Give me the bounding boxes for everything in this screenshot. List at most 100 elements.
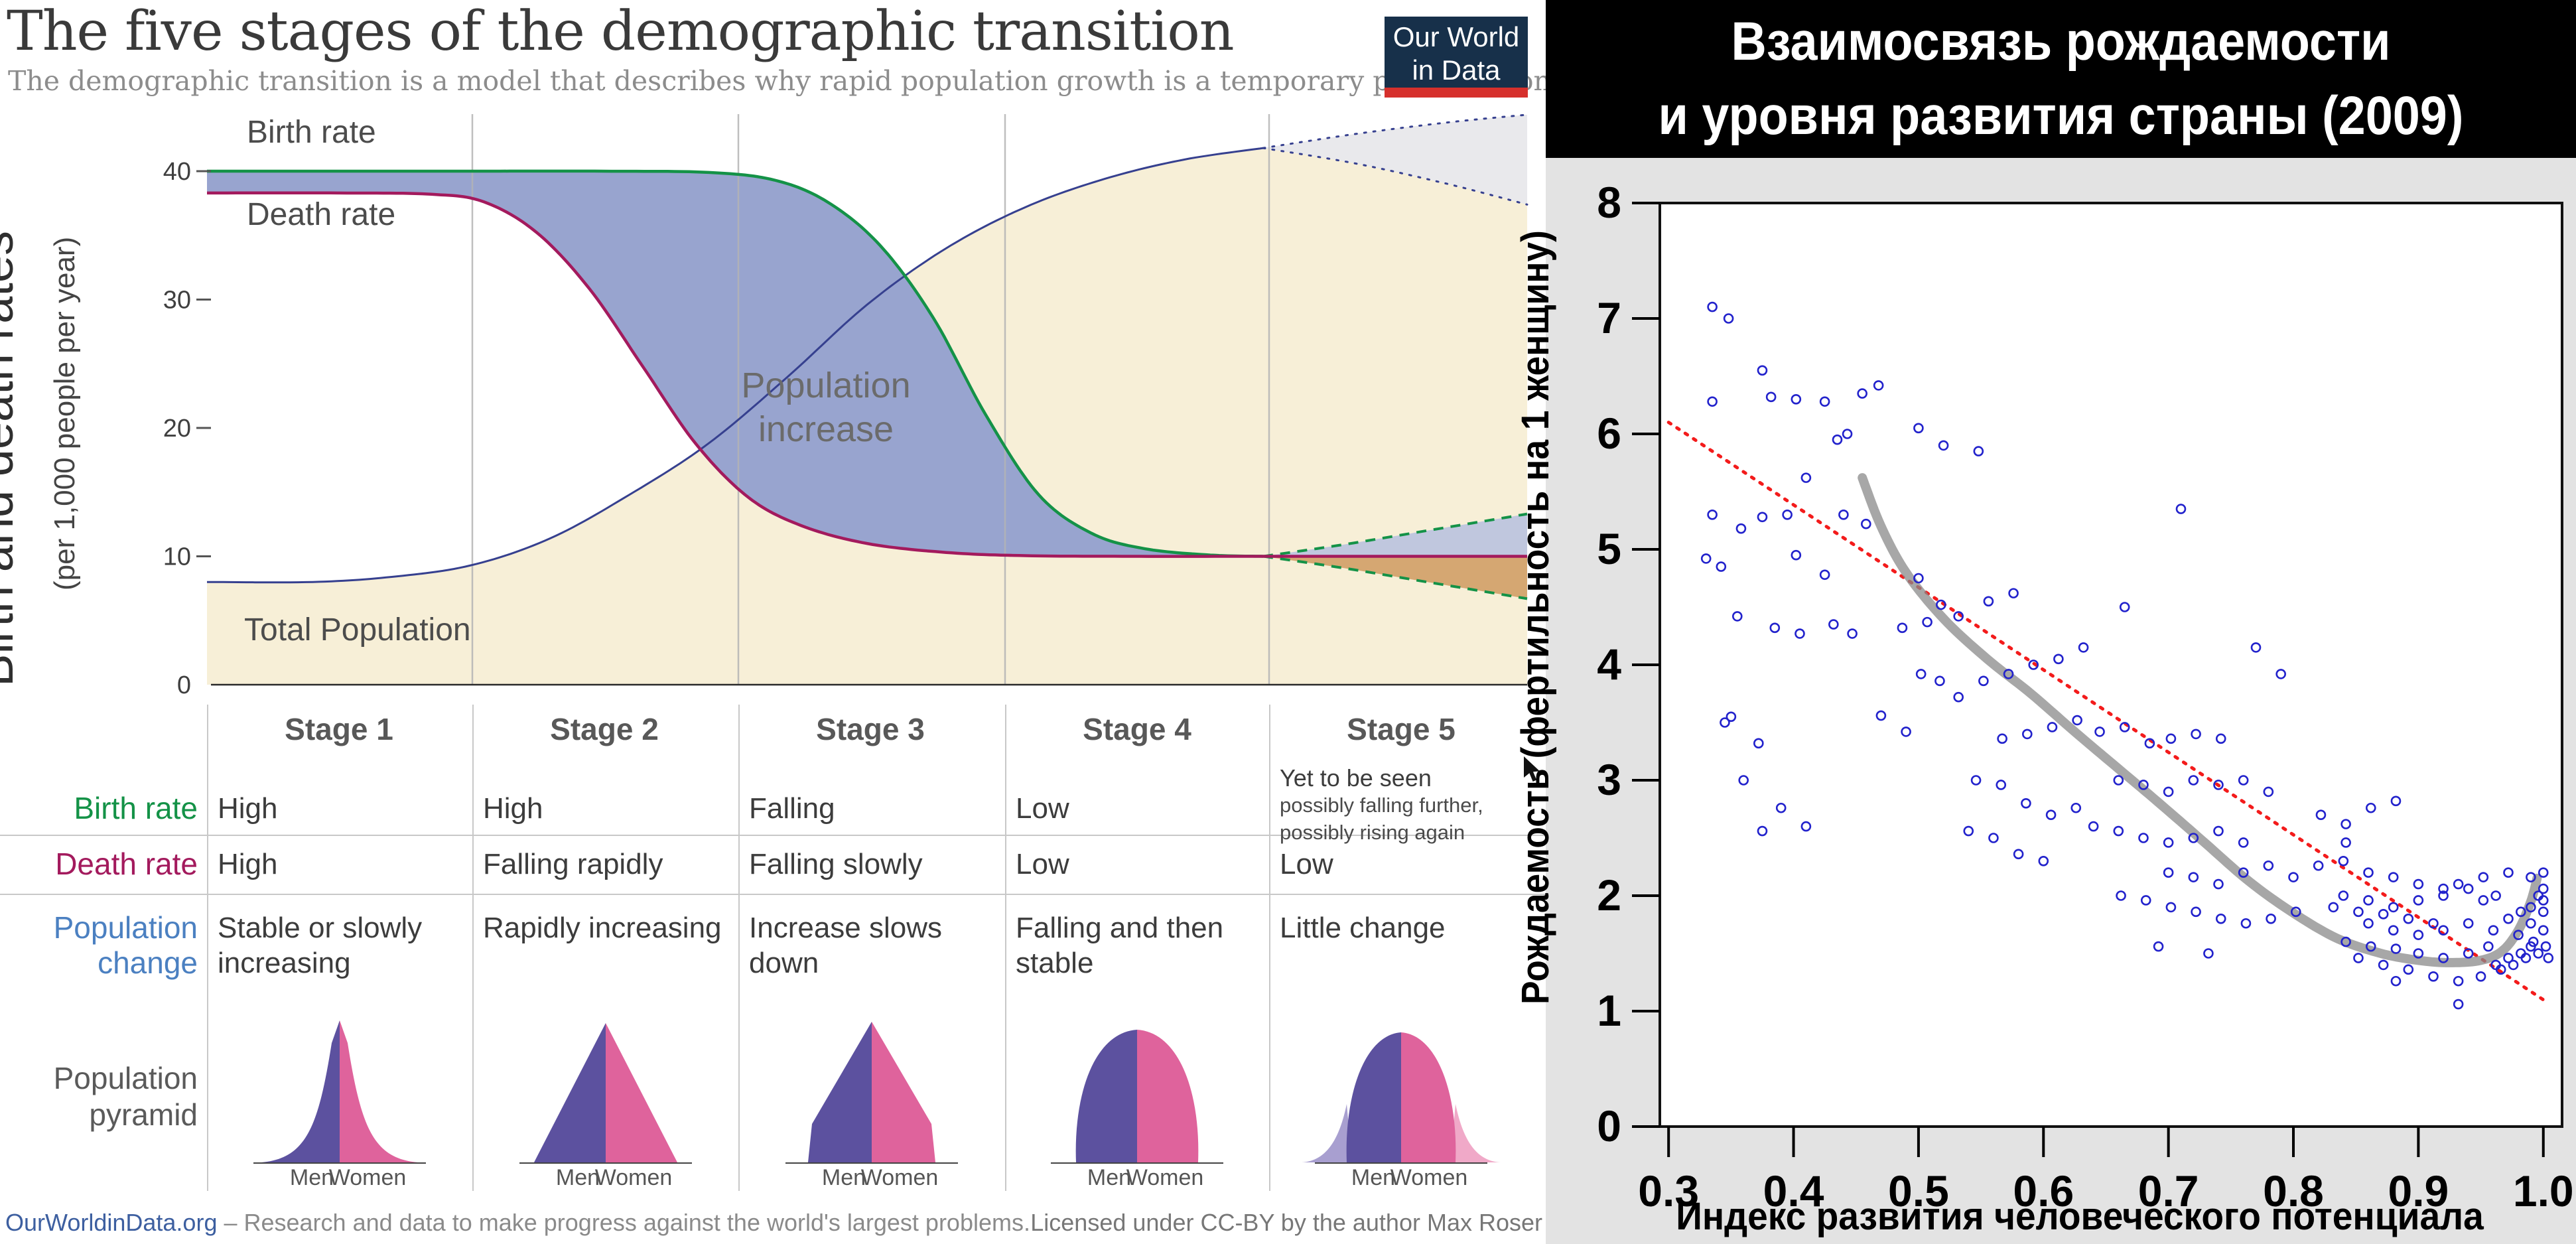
data-point	[2378, 909, 2389, 920]
data-point	[2508, 959, 2519, 971]
right-x-tick-label-0.5: 0.5	[1888, 1166, 1949, 1215]
women-label: Women	[861, 1165, 939, 1189]
data-point	[2165, 733, 2177, 744]
data-point	[2008, 588, 2019, 598]
data-point	[2144, 738, 2155, 749]
data-point	[2340, 837, 2351, 848]
data-point	[2438, 883, 2449, 894]
right-y-tick-label-3: 3	[1597, 755, 1621, 804]
data-point	[1915, 669, 1927, 679]
women-label: Women	[1126, 1165, 1204, 1189]
data-point	[2453, 975, 2464, 987]
data-point	[2119, 722, 2130, 732]
data-point	[1738, 775, 1749, 786]
smooth-trend-curve	[1858, 473, 2542, 967]
data-point	[1936, 599, 1946, 610]
pyramid-women-half	[605, 1023, 677, 1162]
data-point	[1765, 391, 1777, 403]
column-separator-1	[472, 705, 474, 1191]
data-point	[2047, 722, 2058, 732]
right-chart-title-band	[1546, 0, 2576, 158]
cell-death-rate-stage-2: Falling rapidly	[483, 848, 663, 880]
right-x-axis-title: Индекс развития человеческого потенциала	[1676, 1195, 2484, 1238]
right-y-tick-label-8: 8	[1597, 178, 1621, 227]
cell-population-change-stage-3: Increase slows down	[749, 912, 943, 979]
cell-death-rate-stage-1: High	[218, 848, 278, 880]
data-point	[2028, 659, 2039, 670]
data-point	[2438, 925, 2449, 935]
data-point	[2388, 872, 2399, 882]
column-separator-2	[738, 705, 740, 1191]
data-point	[2263, 786, 2274, 797]
data-point	[2078, 642, 2089, 653]
data-point	[1819, 396, 1830, 407]
data-point	[1707, 509, 1718, 520]
owid-logo: Our World in Data	[1385, 17, 1528, 98]
data-point	[2390, 943, 2402, 954]
pyramid-men-half	[1346, 1032, 1401, 1162]
women-label: Women	[329, 1165, 407, 1189]
data-point	[1988, 833, 1999, 843]
stage-header-3: Stage 3	[816, 712, 925, 746]
y-tick-label-10: 10	[163, 543, 191, 571]
data-point	[2363, 895, 2374, 906]
data-point	[2140, 895, 2151, 906]
data-point	[2520, 953, 2532, 963]
data-point	[2275, 669, 2286, 679]
right-y-tick-label-2: 2	[1597, 870, 1621, 920]
data-point	[1800, 472, 1812, 483]
right-x-tick-label-0.4: 0.4	[1763, 1166, 1824, 1215]
data-point	[1707, 396, 1718, 407]
stage-header-4: Stage 4	[1083, 712, 1191, 746]
pyramid-women-half	[872, 1022, 935, 1162]
cell-death-rate-stage-5: Low	[1280, 848, 1333, 880]
cell-death-rate-stage-4: Low	[1016, 848, 1069, 880]
cell-population-change-stage-4: Falling and then stable	[1016, 912, 1224, 979]
data-point	[2453, 999, 2464, 1010]
data-point	[2175, 504, 2187, 514]
right-y-tick-label-7: 7	[1597, 293, 1621, 342]
data-point	[1983, 596, 1994, 607]
owid-link[interactable]: OurWorldinData.org	[5, 1209, 218, 1236]
data-point	[2315, 809, 2327, 820]
data-point	[2213, 878, 2224, 890]
women-label: Women	[1390, 1165, 1467, 1189]
data-point	[2288, 872, 2299, 882]
data-point	[2340, 819, 2351, 829]
data-point	[2538, 883, 2549, 894]
cell-birth-rate-stage-2: High	[483, 792, 543, 825]
data-point	[2163, 786, 2174, 797]
data-point	[1716, 561, 1727, 572]
data-point	[2088, 821, 2099, 832]
cell-population-change-stage-5: Little change	[1280, 912, 1446, 944]
birth-rate-dashed-upper	[1262, 512, 1528, 558]
data-point	[1857, 388, 1867, 399]
data-point	[2413, 878, 2424, 890]
pyramid-men-half	[1075, 1030, 1137, 1162]
data-point	[2503, 953, 2514, 963]
pyramid-women-half	[1137, 1030, 1199, 1162]
plot-background	[1660, 203, 2562, 1127]
population-increase-annotation: Population increase	[741, 366, 911, 449]
data-point	[2153, 941, 2164, 952]
data-point	[2353, 906, 2364, 918]
right-y-tick-label-6: 6	[1597, 409, 1621, 458]
data-point	[2119, 602, 2130, 612]
data-point	[2163, 867, 2174, 878]
women-label: Women	[594, 1165, 672, 1189]
data-point	[1707, 301, 1718, 312]
demographic-transition-chart: 0 10 20 30 40	[163, 113, 1528, 699]
data-point	[2533, 948, 2544, 959]
data-point	[2390, 795, 2402, 807]
data-point	[1757, 512, 1768, 523]
data-point	[2138, 833, 2149, 843]
data-point	[2403, 914, 2414, 924]
death-rate-label: Death rate	[247, 197, 396, 232]
pyramid-women-half	[1400, 1032, 1456, 1162]
data-point	[2438, 890, 2449, 901]
data-point	[2503, 867, 2514, 878]
data-point	[2215, 914, 2226, 924]
fertility-hdi-panel: Взаимосвязь рождаемости и уровня развити…	[1514, 0, 2576, 1244]
